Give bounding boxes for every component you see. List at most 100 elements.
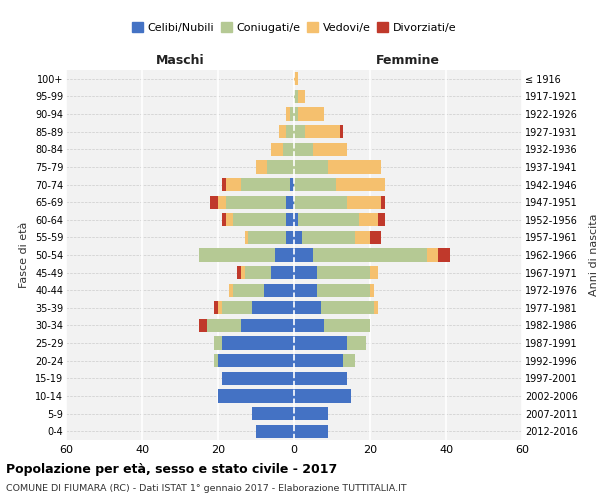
Bar [336, 178, 385, 191]
Bar [427, 248, 439, 262]
Bar [377, 213, 385, 226]
Bar [218, 301, 222, 314]
Bar [317, 284, 370, 297]
Bar [222, 213, 226, 226]
Bar [218, 196, 226, 209]
Bar [294, 90, 298, 103]
Bar [370, 284, 374, 297]
Bar [294, 196, 347, 209]
Bar [313, 142, 347, 156]
Bar [229, 284, 233, 297]
Bar [320, 301, 374, 314]
Bar [222, 372, 294, 385]
Bar [218, 354, 294, 368]
Bar [340, 125, 343, 138]
Bar [294, 213, 298, 226]
Bar [313, 248, 427, 262]
Bar [370, 231, 382, 244]
Bar [283, 142, 294, 156]
Bar [328, 160, 382, 173]
Bar [355, 231, 370, 244]
Text: Femmine: Femmine [376, 54, 440, 68]
Bar [214, 336, 222, 349]
Bar [286, 125, 294, 138]
Bar [294, 284, 317, 297]
Bar [241, 178, 290, 191]
Bar [252, 301, 294, 314]
Text: COMUNE DI FIUMARA (RC) - Dati ISTAT 1° gennaio 2017 - Elaborazione TUTTITALIA.IT: COMUNE DI FIUMARA (RC) - Dati ISTAT 1° g… [6, 484, 407, 493]
Bar [359, 213, 377, 226]
Bar [245, 266, 271, 279]
Bar [347, 196, 382, 209]
Bar [214, 354, 218, 368]
Bar [271, 142, 283, 156]
Bar [294, 231, 302, 244]
Bar [302, 231, 355, 244]
Bar [305, 125, 340, 138]
Bar [226, 213, 233, 226]
Bar [294, 72, 298, 86]
Bar [382, 196, 385, 209]
Bar [263, 284, 294, 297]
Bar [290, 108, 294, 120]
Bar [294, 319, 325, 332]
Bar [294, 142, 313, 156]
Y-axis label: Anni di nascita: Anni di nascita [589, 214, 599, 296]
Bar [343, 354, 355, 368]
Bar [252, 407, 294, 420]
Bar [298, 108, 325, 120]
Y-axis label: Fasce di età: Fasce di età [19, 222, 29, 288]
Bar [290, 178, 294, 191]
Bar [294, 248, 313, 262]
Text: Popolazione per età, sesso e stato civile - 2017: Popolazione per età, sesso e stato civil… [6, 462, 337, 475]
Bar [279, 125, 286, 138]
Bar [294, 125, 305, 138]
Bar [294, 301, 320, 314]
Bar [256, 160, 268, 173]
Bar [237, 266, 241, 279]
Bar [286, 213, 294, 226]
Bar [294, 424, 328, 438]
Bar [241, 319, 294, 332]
Bar [211, 196, 218, 209]
Bar [245, 231, 248, 244]
Bar [256, 424, 294, 438]
Bar [439, 248, 450, 262]
Bar [233, 284, 263, 297]
Bar [286, 231, 294, 244]
Bar [241, 266, 245, 279]
Bar [222, 301, 252, 314]
Bar [214, 301, 218, 314]
Bar [294, 266, 317, 279]
Bar [271, 266, 294, 279]
Bar [233, 213, 286, 226]
Bar [206, 319, 241, 332]
Bar [374, 301, 377, 314]
Bar [199, 248, 275, 262]
Bar [294, 178, 336, 191]
Bar [226, 178, 241, 191]
Bar [347, 336, 366, 349]
Bar [370, 266, 377, 279]
Bar [199, 319, 206, 332]
Bar [294, 390, 351, 402]
Bar [294, 407, 328, 420]
Bar [325, 319, 370, 332]
Bar [218, 390, 294, 402]
Bar [268, 160, 294, 173]
Bar [298, 90, 305, 103]
Bar [286, 108, 290, 120]
Bar [298, 213, 359, 226]
Bar [294, 160, 328, 173]
Bar [317, 266, 370, 279]
Bar [294, 354, 343, 368]
Bar [286, 196, 294, 209]
Bar [275, 248, 294, 262]
Bar [222, 336, 294, 349]
Text: Maschi: Maschi [155, 54, 205, 68]
Bar [294, 336, 347, 349]
Bar [294, 108, 298, 120]
Bar [248, 231, 286, 244]
Bar [294, 372, 347, 385]
Bar [226, 196, 286, 209]
